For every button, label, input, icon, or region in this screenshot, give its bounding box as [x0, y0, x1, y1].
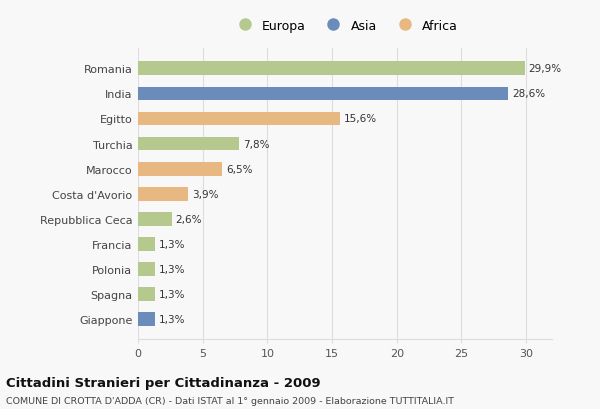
Bar: [138, 162, 222, 176]
Bar: [138, 187, 188, 201]
Bar: [138, 312, 155, 326]
Text: 2,6%: 2,6%: [176, 214, 202, 224]
Legend: Europa, Asia, Africa: Europa, Asia, Africa: [227, 15, 463, 38]
Text: 1,3%: 1,3%: [158, 290, 185, 299]
Text: 28,6%: 28,6%: [512, 89, 545, 99]
Bar: [138, 87, 508, 101]
Bar: [138, 112, 340, 126]
Text: COMUNE DI CROTTA D'ADDA (CR) - Dati ISTAT al 1° gennaio 2009 - Elaborazione TUTT: COMUNE DI CROTTA D'ADDA (CR) - Dati ISTA…: [6, 396, 454, 405]
Text: 1,3%: 1,3%: [158, 239, 185, 249]
Bar: [138, 288, 155, 301]
Text: 15,6%: 15,6%: [344, 114, 377, 124]
Bar: [138, 62, 525, 76]
Text: 7,8%: 7,8%: [243, 139, 269, 149]
Text: 6,5%: 6,5%: [226, 164, 253, 174]
Text: 29,9%: 29,9%: [529, 64, 562, 74]
Text: 3,9%: 3,9%: [193, 189, 219, 199]
Bar: [138, 212, 172, 226]
Text: Cittadini Stranieri per Cittadinanza - 2009: Cittadini Stranieri per Cittadinanza - 2…: [6, 377, 320, 389]
Text: 1,3%: 1,3%: [158, 264, 185, 274]
Bar: [138, 137, 239, 151]
Bar: [138, 238, 155, 251]
Bar: [138, 263, 155, 276]
Text: 1,3%: 1,3%: [158, 315, 185, 324]
